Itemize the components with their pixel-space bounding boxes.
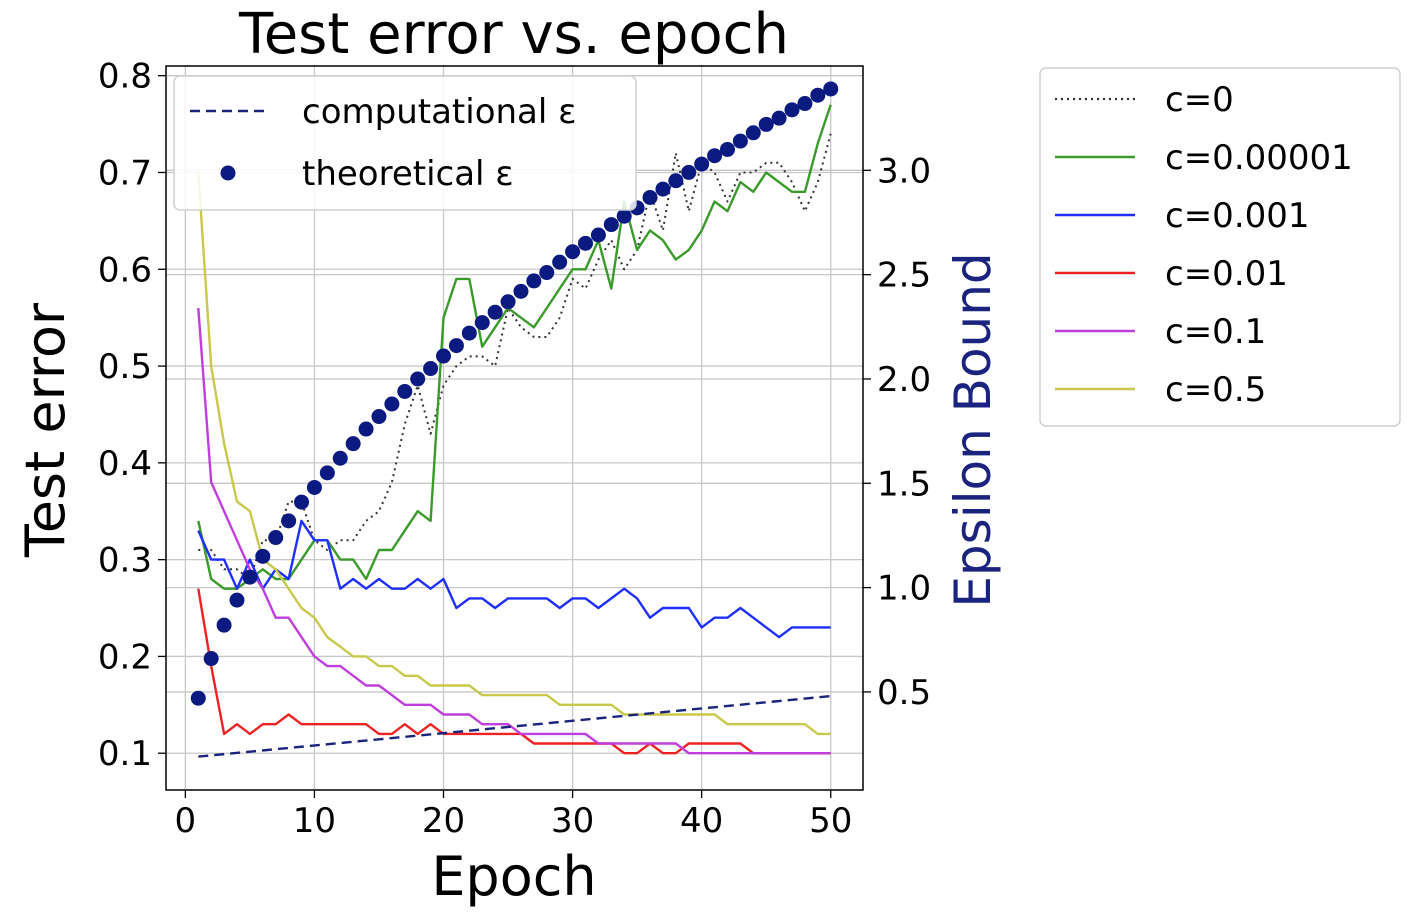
series-point-theoretical-	[423, 361, 439, 377]
series-point-theoretical-	[306, 479, 322, 495]
series-point-theoretical-	[758, 116, 774, 132]
legend-label: c=0.01	[1165, 254, 1288, 294]
y2-tick-label: 3.0	[877, 151, 931, 191]
series-point-theoretical-	[810, 87, 826, 103]
y2-tick-label: 2.5	[877, 256, 931, 296]
series-point-theoretical-	[784, 102, 800, 118]
series-point-theoretical-	[590, 227, 606, 243]
series-point-theoretical-	[707, 148, 723, 164]
series-point-theoretical-	[332, 450, 348, 466]
legend-label: computational ε	[302, 92, 577, 132]
series-point-theoretical-	[500, 294, 516, 310]
y-tick-label: 0.8	[98, 57, 152, 97]
series-point-theoretical-	[539, 265, 555, 281]
x-tick-label: 0	[175, 801, 197, 841]
series-point-theoretical-	[823, 81, 839, 97]
series-point-theoretical-	[203, 651, 219, 667]
series-point-theoretical-	[565, 244, 581, 260]
series-point-theoretical-	[255, 548, 271, 564]
legend-label: c=0.00001	[1165, 138, 1353, 178]
chart-title: Test error vs. epoch	[238, 2, 789, 67]
series-point-theoretical-	[358, 421, 374, 437]
x-tick-label: 40	[680, 801, 723, 841]
series-line-c-0	[198, 133, 832, 580]
series-point-theoretical-	[190, 690, 206, 706]
series-point-theoretical-	[319, 465, 335, 481]
series-point-theoretical-	[216, 617, 232, 633]
series-point-theoretical-	[487, 304, 503, 320]
legend-label: c=0.5	[1165, 370, 1266, 410]
legend-label: c=0.001	[1165, 196, 1310, 236]
series-point-theoretical-	[694, 156, 710, 172]
series-point-theoretical-	[616, 208, 632, 224]
x-tick-label: 30	[551, 801, 594, 841]
y-tick-label: 0.3	[98, 541, 152, 581]
y-tick-label: 0.2	[98, 637, 152, 677]
series-point-theoretical-	[410, 371, 426, 387]
y-tick-label: 0.7	[98, 153, 152, 193]
legend-label: c=0.1	[1165, 312, 1266, 352]
series-point-theoretical-	[448, 338, 464, 354]
y-tick-label: 0.5	[98, 347, 152, 387]
x-tick-label: 10	[293, 801, 336, 841]
y-tick-label: 0.6	[98, 250, 152, 290]
plot-frame	[165, 65, 864, 791]
series-point-theoretical-	[719, 141, 735, 157]
series-point-theoretical-	[681, 164, 697, 180]
series-point-theoretical-	[268, 530, 284, 546]
series-point-theoretical-	[281, 513, 297, 529]
series-point-theoretical-	[436, 348, 452, 364]
series-line-c-0-01	[197, 588, 831, 755]
series-line-c-0-1	[197, 307, 831, 755]
series-point-theoretical-	[384, 396, 400, 412]
legend-label: theoretical ε	[302, 154, 514, 194]
series-point-theoretical-	[474, 315, 490, 331]
series-point-theoretical-	[371, 409, 387, 425]
legend-label: c=0	[1165, 80, 1234, 120]
series-point-theoretical-	[655, 181, 671, 197]
y-tick-label: 0.1	[98, 734, 152, 774]
series-point-theoretical-	[345, 436, 361, 452]
series-layer	[190, 81, 839, 758]
series-line-c-0-5	[197, 172, 831, 736]
x-tick-label: 50	[809, 801, 852, 841]
x-axis-label: Epoch	[431, 845, 596, 908]
y2-tick-label: 2.0	[877, 360, 931, 400]
series-point-theoretical-	[668, 173, 684, 189]
y2-tick-label: 0.5	[877, 673, 931, 713]
y-tick-label: 0.4	[98, 444, 152, 484]
series-point-theoretical-	[797, 96, 813, 112]
series-point-theoretical-	[732, 133, 748, 149]
series-point-theoretical-	[603, 217, 619, 233]
series-point-theoretical-	[526, 273, 542, 289]
x-tick-label: 20	[422, 801, 465, 841]
y2-tick-label: 1.5	[877, 464, 931, 504]
series-point-theoretical-	[229, 592, 245, 608]
series-point-theoretical-	[642, 189, 658, 205]
y2-tick-label: 1.0	[877, 569, 931, 609]
y-axis-label: Test error	[14, 302, 77, 558]
series-point-theoretical-	[771, 110, 787, 126]
ticks-layer: 0 10 20 30 40 50 0.1 0.2 0.3 0.4 0.5 0.6 0.7 0.8 0.5 1.…	[98, 57, 931, 841]
y2-axis-label: Epsilon Bound	[944, 252, 1002, 607]
series-point-theoretical-	[745, 125, 761, 141]
series-line-c-0-001	[197, 519, 831, 639]
series-point-theoretical-	[294, 494, 310, 510]
legend-c-values: c=0 c=0.00001 c=0.001 c=0.01 c=0.1 c=0.5	[1039, 67, 1401, 427]
series-point-theoretical-	[552, 254, 568, 270]
series-point-theoretical-	[513, 283, 529, 299]
series-line-c-0-00001	[197, 104, 832, 590]
series-point-theoretical-	[461, 325, 477, 341]
series-point-theoretical-	[397, 383, 413, 399]
legend-box	[173, 75, 637, 211]
legend-epsilon: computational ε theoretical ε	[173, 75, 637, 211]
legend-marker	[220, 165, 236, 181]
series-line-computational-	[198, 694, 831, 758]
series-point-theoretical-	[577, 235, 593, 251]
series-point-theoretical-	[242, 569, 258, 585]
